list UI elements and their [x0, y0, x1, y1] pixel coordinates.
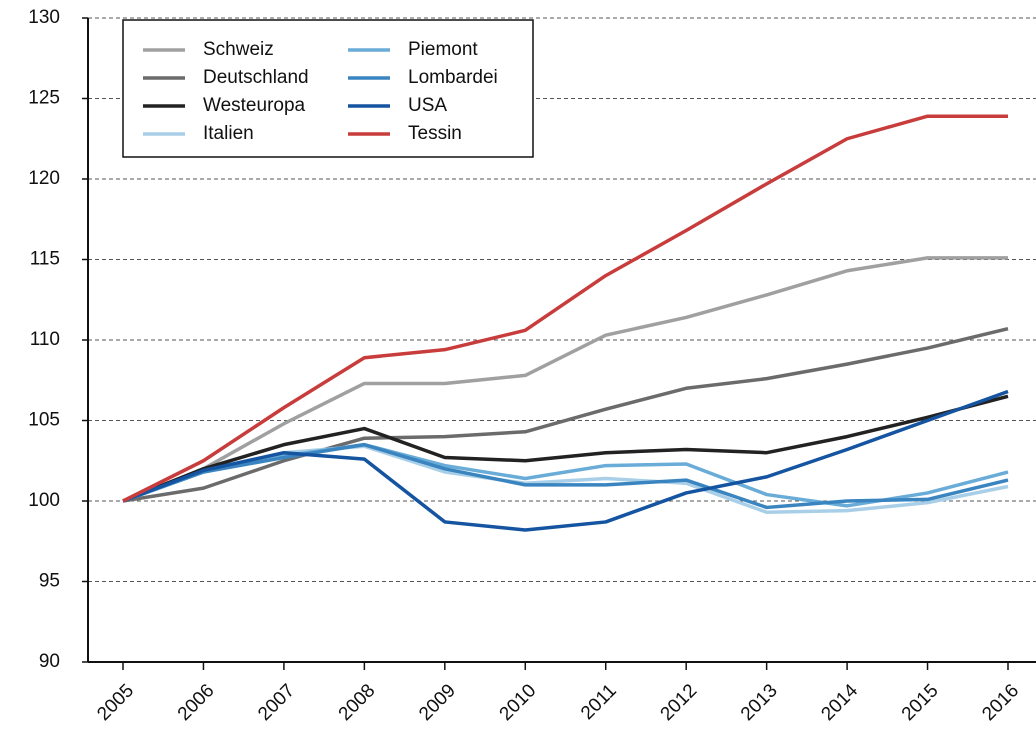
y-tick-label: 125 [28, 88, 60, 109]
legend-label: Deutschland [203, 67, 309, 88]
legend-label: Tessin [408, 123, 462, 144]
x-tick-label: 2009 [415, 680, 460, 725]
legend-label: USA [408, 95, 447, 116]
legend: Schweiz Deutschland Westeuropa Italien Piemo… [122, 19, 534, 158]
series-line [122, 442, 1009, 510]
y-tick-label: 110 [30, 329, 60, 350]
x-tick-label: 2006 [174, 680, 219, 725]
series-line [122, 256, 1008, 503]
x-tick-label: 2005 [93, 680, 138, 725]
legend-label: Italien [203, 123, 254, 144]
y-tick-label: 95 [39, 571, 60, 592]
y-tick-label: 130 [28, 7, 60, 28]
y-tick-label: 90 [39, 651, 60, 672]
y-tick-label: 115 [30, 249, 60, 270]
x-tick-label: 2014 [817, 680, 862, 725]
legend-box [122, 19, 534, 158]
x-tick-label: 2011 [577, 680, 621, 724]
y-tick-label: 105 [28, 410, 60, 431]
x-tick-label: 2007 [254, 680, 299, 725]
series-line [122, 114, 1008, 503]
x-tick-label: 2015 [898, 680, 943, 725]
series-line [122, 327, 1009, 503]
legend-label: Westeuropa [203, 95, 306, 116]
x-tick-label: 2008 [335, 680, 380, 725]
y-tick-label: 100 [28, 490, 60, 511]
series-line [122, 389, 1009, 532]
legend-label: Schweiz [203, 39, 274, 60]
x-tick-label: 2010 [496, 680, 541, 725]
x-tick-label: 2012 [657, 680, 702, 725]
series-line [122, 394, 1009, 503]
legend-label: Lombardei [408, 67, 498, 88]
legend-label: Piemont [408, 39, 478, 60]
x-tick-label: 2013 [737, 680, 782, 725]
x-tick-label: 2016 [978, 680, 1023, 725]
y-tick-label: 120 [28, 168, 60, 189]
